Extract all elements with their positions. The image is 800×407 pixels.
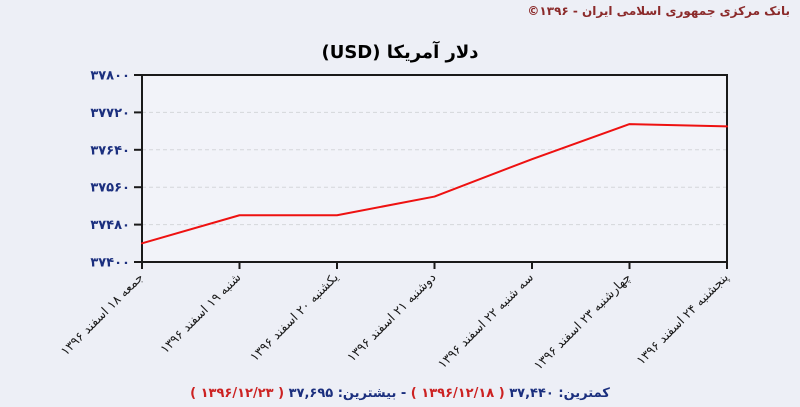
plot-border [141, 74, 728, 263]
min-value: ۳۷,۴۴۰ [509, 386, 554, 401]
y-tick-label: ۳۷۵۶۰ [90, 181, 130, 196]
min-date: ( ۱۳۹۶/۱۲/۱۸ ) [410, 386, 505, 401]
x-tick-label: پنجشنبه ۲۴ اسفند ۱۳۹۶ [633, 269, 731, 367]
min-label: کمترین: [558, 386, 610, 401]
x-tick-label: یکشنبه ۲۰ اسفند ۱۳۹۶ [247, 269, 342, 364]
min-max-summary: کمترین: ۳۷,۴۴۰ ( ۱۳۹۶/۱۲/۱۸ ) - بیشترین:… [0, 386, 800, 401]
y-tick-label: ۳۷۴۸۰ [90, 218, 130, 233]
x-tick-label: شنبه ۱۹ اسفند ۱۳۹۶ [157, 270, 244, 357]
central-bank-copyright: بانک مرکزی جمهوری اسلامی ایران - ۱۳۹۶© [527, 4, 790, 18]
x-tick-label: سه شنبه ۲۲ اسفند ۱۳۹۶ [435, 270, 537, 372]
y-tick-label: ۳۷۷۲۰ [90, 106, 130, 121]
max-value: ۳۷,۶۹۵ [288, 386, 334, 401]
plot-area [142, 75, 727, 262]
x-tick-label: چهارشنبه ۲۳ اسفند ۱۳۹۶ [530, 270, 634, 374]
summary-separator: - [400, 386, 407, 401]
y-tick-label: ۳۷۴۰۰ [90, 256, 130, 271]
max-date: ( ۱۳۹۶/۱۲/۲۳ ) [190, 386, 285, 401]
x-tick-label: جمعه ۱۸ اسفند ۱۳۹۶ [57, 270, 146, 359]
chart-title: دلار آمریکا (USD) [321, 42, 479, 63]
max-label: بیشترین: [337, 386, 397, 401]
x-tick-label: دوشنبه ۲۱ اسفند ۱۳۹۶ [344, 270, 440, 366]
usd-price-line [141, 123, 728, 245]
y-tick-label: ۳۷۸۰۰ [90, 69, 130, 84]
y-tick-label: ۳۷۶۴۰ [90, 143, 130, 158]
